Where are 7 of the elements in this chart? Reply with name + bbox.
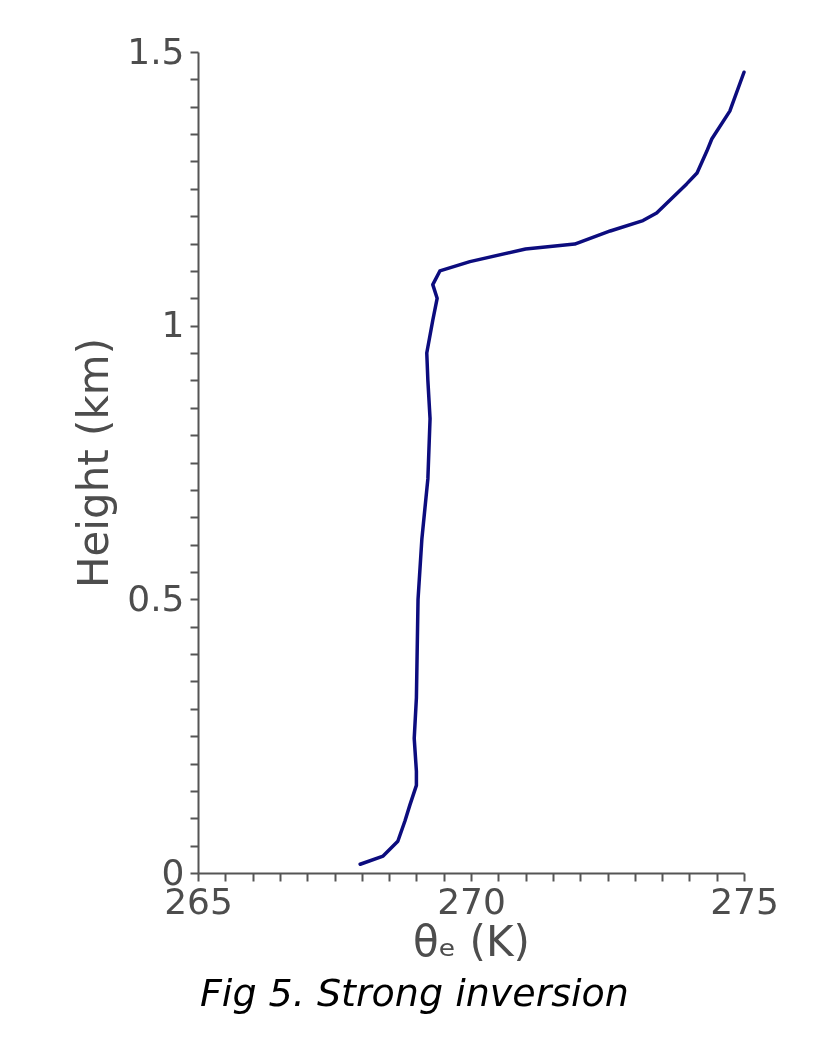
y-axis-title: Height (km) bbox=[69, 337, 119, 589]
x-tick-label: 275 bbox=[710, 880, 779, 922]
caption: Fig 5. Strong inversion bbox=[200, 971, 630, 1015]
y-tick-label: 0.5 bbox=[127, 577, 185, 619]
y-tick-label: 1 bbox=[161, 304, 185, 346]
line-series bbox=[358, 70, 746, 866]
y-tick-label: 1.5 bbox=[127, 30, 185, 72]
